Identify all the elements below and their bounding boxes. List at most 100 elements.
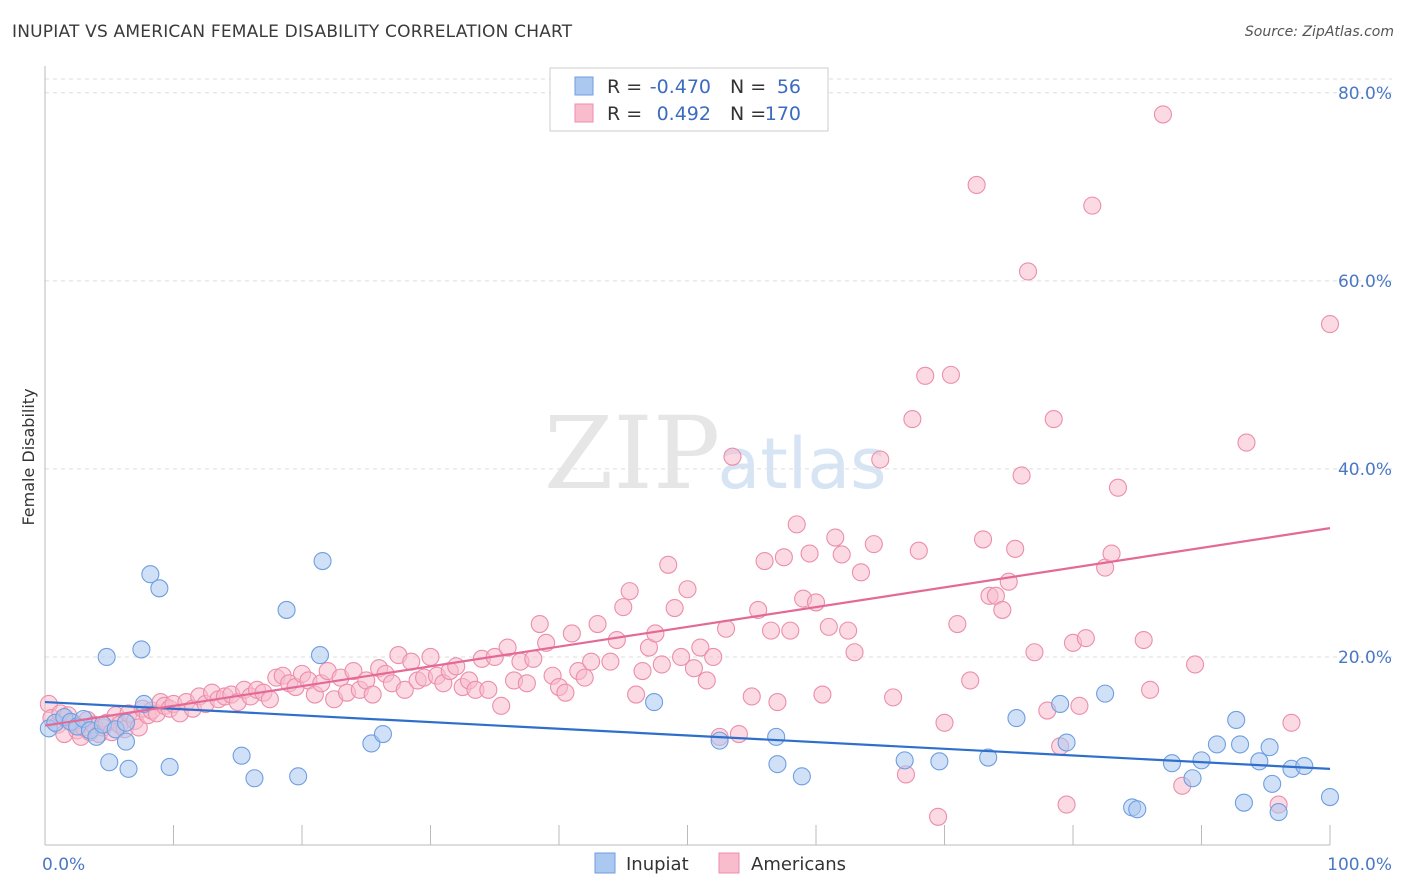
inupiat-point-10 xyxy=(97,647,116,667)
inupiat-point-55 xyxy=(1320,787,1340,807)
americans-point-155 xyxy=(1012,466,1031,485)
americans-point-112 xyxy=(697,671,716,690)
americans-point-66 xyxy=(395,680,414,699)
inupiat-point-29 xyxy=(710,731,729,750)
y-tick-labels: 20.0% 40.0% 60.0% 80.0% xyxy=(1338,84,1392,668)
inupiat-point-33 xyxy=(895,751,914,770)
americans-point-102 xyxy=(633,662,652,681)
y-tick-label-3: 80.0% xyxy=(1338,84,1392,104)
americans-point-100 xyxy=(620,582,639,601)
americans-point-140 xyxy=(903,410,922,429)
inupiat-point-42 xyxy=(1162,754,1181,773)
americans-point-120 xyxy=(755,551,774,571)
americans-point-132 xyxy=(832,545,851,564)
americans-point-121 xyxy=(761,621,781,640)
americans-point-109 xyxy=(678,580,697,599)
legend-r-value-inupiat: -0.470 xyxy=(650,76,711,98)
americans-point-111 xyxy=(691,638,710,657)
inupiat-point-47 xyxy=(1231,735,1250,754)
inupiat-point-14 xyxy=(119,759,138,778)
americans-point-118 xyxy=(742,687,761,706)
americans-point-97 xyxy=(601,652,620,671)
inupiat-point-32 xyxy=(792,767,811,786)
americans-point-82 xyxy=(498,638,517,657)
americans-point-79 xyxy=(479,680,498,699)
americans-point-106 xyxy=(659,555,678,574)
americans-point-134 xyxy=(845,643,864,662)
inupiat-point-30 xyxy=(767,727,786,746)
inupiat-point-21 xyxy=(245,769,264,788)
inupiat-point-50 xyxy=(1260,738,1279,757)
americans-point-165 xyxy=(1083,196,1102,215)
inupiat-point-34 xyxy=(930,752,949,771)
americans-point-45 xyxy=(260,690,279,709)
americans-point-168 xyxy=(1108,478,1128,497)
x-tick-label-0: 0.0% xyxy=(42,855,85,875)
americans-point-147 xyxy=(961,671,980,690)
inupiat-point-28 xyxy=(645,693,664,712)
bottom-legend-swatch-americans xyxy=(718,852,740,874)
americans-point-125 xyxy=(787,515,806,534)
americans-point-92 xyxy=(562,624,581,643)
inupiat-point-44 xyxy=(1192,751,1211,770)
legend-n-label-americans: N = xyxy=(730,103,766,125)
legend-swatch-americans xyxy=(574,103,594,123)
inupiat-point-36 xyxy=(1007,709,1026,728)
inupiat-point-35 xyxy=(979,748,998,767)
watermark-zip: ZIP xyxy=(544,395,720,512)
inupiat-point-52 xyxy=(1269,803,1288,822)
y-axis-label: Female Disability xyxy=(19,388,38,525)
americans-point-136 xyxy=(864,535,883,554)
americans-point-142 xyxy=(916,366,935,385)
americans-point-164 xyxy=(1076,629,1095,648)
legend-r-value-americans: 0.492 xyxy=(657,103,711,125)
americans-point-133 xyxy=(839,621,858,640)
watermark-atlas: atlas xyxy=(717,423,886,505)
bottom-legend-swatch-inupiat xyxy=(594,852,616,874)
americans-point-154 xyxy=(1006,539,1025,558)
inupiat-point-25 xyxy=(313,551,332,571)
americans-point-85 xyxy=(517,674,536,693)
trend-lines xyxy=(44,527,1331,770)
inupiat-point-38 xyxy=(1057,733,1076,752)
inupiat-trend-line xyxy=(44,700,1331,770)
legend-swatch-inupiat xyxy=(574,76,594,96)
inupiat-point-54 xyxy=(1295,756,1314,776)
legend-box xyxy=(549,67,829,132)
grid-lines xyxy=(45,78,1392,658)
americans-point-105 xyxy=(652,655,671,674)
chart-title: INUPIAT VS AMERICAN FEMALE DISABILITY CO… xyxy=(12,22,573,42)
inupiat-point-51 xyxy=(1263,774,1282,793)
americans-point-108 xyxy=(672,647,691,667)
americans-point-117 xyxy=(729,725,748,744)
bottom-legend: Inupiat Americans xyxy=(594,852,846,875)
inupiat-point-41 xyxy=(1128,800,1147,819)
inupiat-point-46 xyxy=(1227,710,1246,729)
americans-point-131 xyxy=(826,528,845,547)
americans-point-159 xyxy=(1044,410,1063,429)
inupiat-point-12 xyxy=(116,713,136,732)
inupiat-point-43 xyxy=(1183,769,1202,788)
americans-point-81 xyxy=(492,696,511,715)
americans-point-96 xyxy=(588,614,607,634)
legend-r-label-americans: R = xyxy=(607,103,642,125)
americans-point-143 xyxy=(929,807,948,826)
americans-point-113 xyxy=(704,647,723,667)
inupiat-point-39 xyxy=(1096,684,1115,703)
americans-point-146 xyxy=(948,614,967,634)
legend-r-label-inupiat: R = xyxy=(607,76,642,98)
legend-n-value-inupiat: 56 xyxy=(777,76,801,98)
americans-point-91 xyxy=(556,683,575,702)
legend-n-label-inupiat: N = xyxy=(730,76,766,98)
americans-point-58 xyxy=(344,662,363,681)
y-tick-label-2: 60.0% xyxy=(1338,272,1392,292)
americans-point-86 xyxy=(524,649,543,668)
inupiat-point-13 xyxy=(116,732,136,751)
inupiat-point-17 xyxy=(141,565,160,584)
inupiat-point-37 xyxy=(1051,694,1070,714)
legend: R = -0.470 N = 56 R = 0.492 N = 170 xyxy=(549,67,829,132)
inupiat-point-18 xyxy=(150,579,169,598)
americans-points xyxy=(39,105,1340,826)
inupiat-point-15 xyxy=(132,640,151,659)
